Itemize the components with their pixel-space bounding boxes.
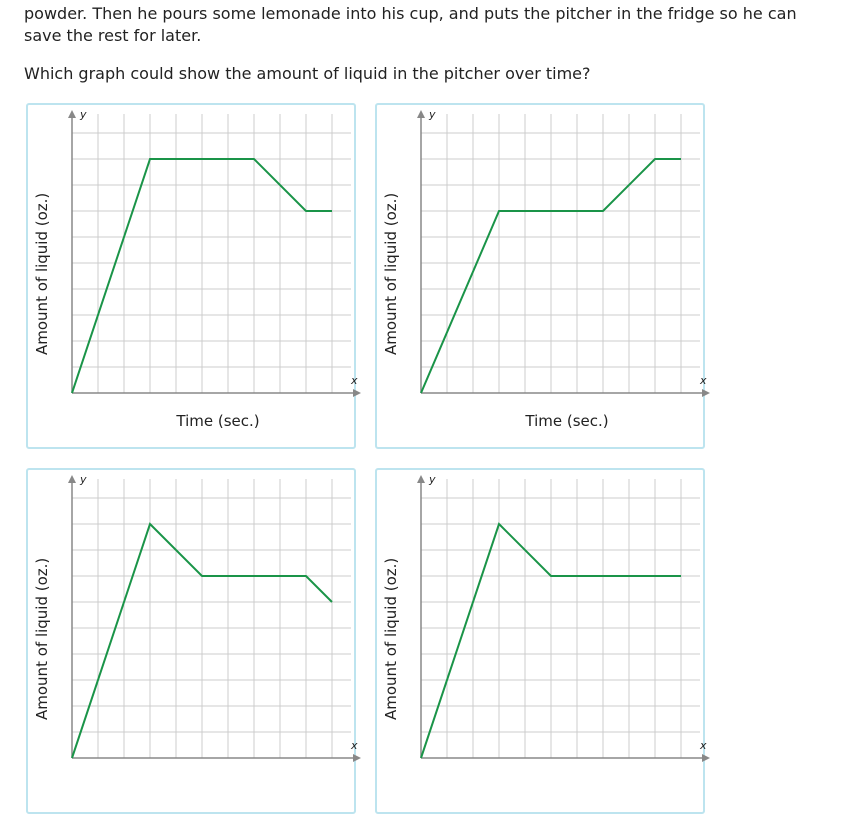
x-axis-label: Time (sec.) — [525, 412, 609, 430]
x-axis-arrow-icon — [702, 389, 710, 397]
grid — [72, 114, 351, 393]
line-graph: yx — [417, 473, 710, 762]
x-axis-arrow-icon — [353, 389, 361, 397]
x-axis-letter: x — [350, 739, 358, 752]
x-axis-letter: x — [699, 739, 707, 752]
y-axis-arrow-icon — [68, 475, 76, 483]
data-series-line — [71, 158, 332, 394]
line-graph: yx — [68, 473, 361, 762]
y-axis-letter: y — [79, 108, 87, 121]
data-series-line — [71, 522, 333, 759]
question-paragraph: powder. Then he pours some lemonade into… — [24, 4, 797, 45]
x-axis-letter: x — [699, 374, 707, 387]
y-axis-arrow-icon — [417, 110, 425, 118]
x-axis-label: Time (sec.) — [176, 412, 260, 430]
y-axis-label: Amount of liquid (oz.) — [382, 557, 400, 720]
x-axis-letter: x — [350, 374, 358, 387]
x-axis-arrow-icon — [702, 754, 710, 762]
y-axis-letter: y — [79, 473, 87, 486]
y-axis-label: Amount of liquid (oz.) — [382, 192, 400, 355]
grid — [72, 479, 351, 758]
y-axis-arrow-icon — [417, 475, 425, 483]
grid — [421, 479, 700, 758]
x-axis-arrow-icon — [353, 754, 361, 762]
y-axis-letter: y — [428, 473, 436, 486]
line-graph: yx — [68, 108, 361, 397]
y-axis-label: Amount of liquid (oz.) — [33, 192, 51, 355]
y-axis-label: Amount of liquid (oz.) — [33, 557, 51, 720]
data-series-line — [420, 158, 681, 394]
y-axis-letter: y — [428, 108, 436, 121]
grid — [421, 114, 700, 393]
data-series-line — [420, 522, 681, 759]
question-prompt: Which graph could show the amount of liq… — [24, 64, 591, 83]
y-axis-arrow-icon — [68, 110, 76, 118]
line-graph: yx — [417, 108, 710, 397]
